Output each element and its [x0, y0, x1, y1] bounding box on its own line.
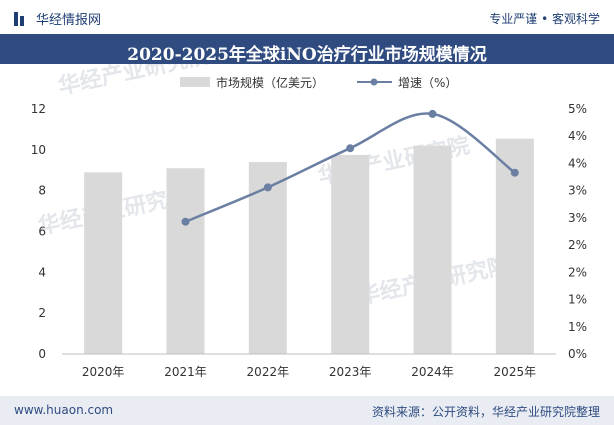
left-tick-label: 6	[38, 225, 46, 239]
left-tick-label: 4	[38, 265, 46, 279]
growth-point-2	[263, 183, 272, 192]
x-tick-label: 2022年	[247, 365, 290, 379]
left-axis: 0 2 4 6 8 10 12	[31, 102, 46, 361]
tagline: 专业严谨 • 客观科学	[489, 12, 600, 26]
title-band	[0, 34, 614, 64]
footer-site: www.huaon.com	[14, 403, 114, 417]
chart-title: 2020-2025年全球iNO治疗行业市场规模情况	[127, 45, 487, 65]
bar-5	[413, 145, 452, 354]
top-bar: 华经情报网 专业严谨 • 客观科学	[0, 0, 614, 34]
right-tick-label: 2%	[568, 238, 587, 252]
bar-2	[166, 168, 205, 354]
x-tick-label: 2025年	[494, 365, 537, 379]
bars	[84, 138, 534, 354]
growth-point-4	[428, 109, 437, 118]
x-tick-label: 2021年	[164, 365, 207, 379]
right-axis: 0% 1% 1% 2% 2% 3% 3% 4% 4% 5%	[568, 102, 587, 361]
footer	[0, 396, 614, 425]
bar-4	[331, 154, 370, 354]
growth-point-5	[510, 168, 519, 177]
right-tick-label: 4%	[568, 156, 587, 170]
right-tick-label: 1%	[568, 320, 587, 334]
chart: 华经产业研究院华经产业研究院华经产业研究院华经产业研究院 市场规模（亿美元）增速…	[31, 64, 587, 379]
legend-line-marker	[370, 78, 378, 86]
x-axis: 2020年 2021年 2022年 2023年 2024年 2025年	[62, 353, 556, 379]
left-tick-label: 2	[38, 306, 46, 320]
x-tick-label: 2020年	[82, 365, 125, 379]
legend-bar-label: 市场规模（亿美元）	[216, 75, 324, 90]
bar-1	[84, 172, 123, 354]
right-tick-label: 5%	[568, 102, 587, 116]
left-tick-label: 12	[31, 102, 46, 116]
growth-point-3	[346, 144, 355, 153]
left-tick-label: 8	[38, 184, 46, 198]
x-tick-label: 2023年	[329, 365, 372, 379]
x-tick-label: 2024年	[411, 365, 454, 379]
left-tick-label: 0	[38, 347, 46, 361]
growth-point-1	[181, 217, 190, 226]
footer-source: 资料来源：公开资料，华经产业研究院整理	[371, 405, 600, 419]
right-tick-label: 3%	[568, 211, 587, 225]
growth-line-layer	[181, 109, 519, 226]
brand-name: 华经情报网	[36, 13, 102, 28]
legend-bar-swatch	[180, 77, 210, 87]
brand: 华经情报网	[14, 9, 101, 28]
legend-line-label: 增速（%）	[398, 76, 457, 90]
brand-logo-icon	[14, 11, 30, 26]
right-tick-label: 2%	[568, 265, 587, 279]
right-tick-label: 4%	[568, 129, 587, 143]
right-tick-label: 3%	[568, 184, 587, 198]
legend: 市场规模（亿美元） 增速（%）	[180, 75, 457, 90]
left-tick-label: 10	[31, 143, 46, 157]
right-tick-label: 1%	[568, 293, 587, 307]
right-tick-label: 0%	[568, 347, 587, 361]
